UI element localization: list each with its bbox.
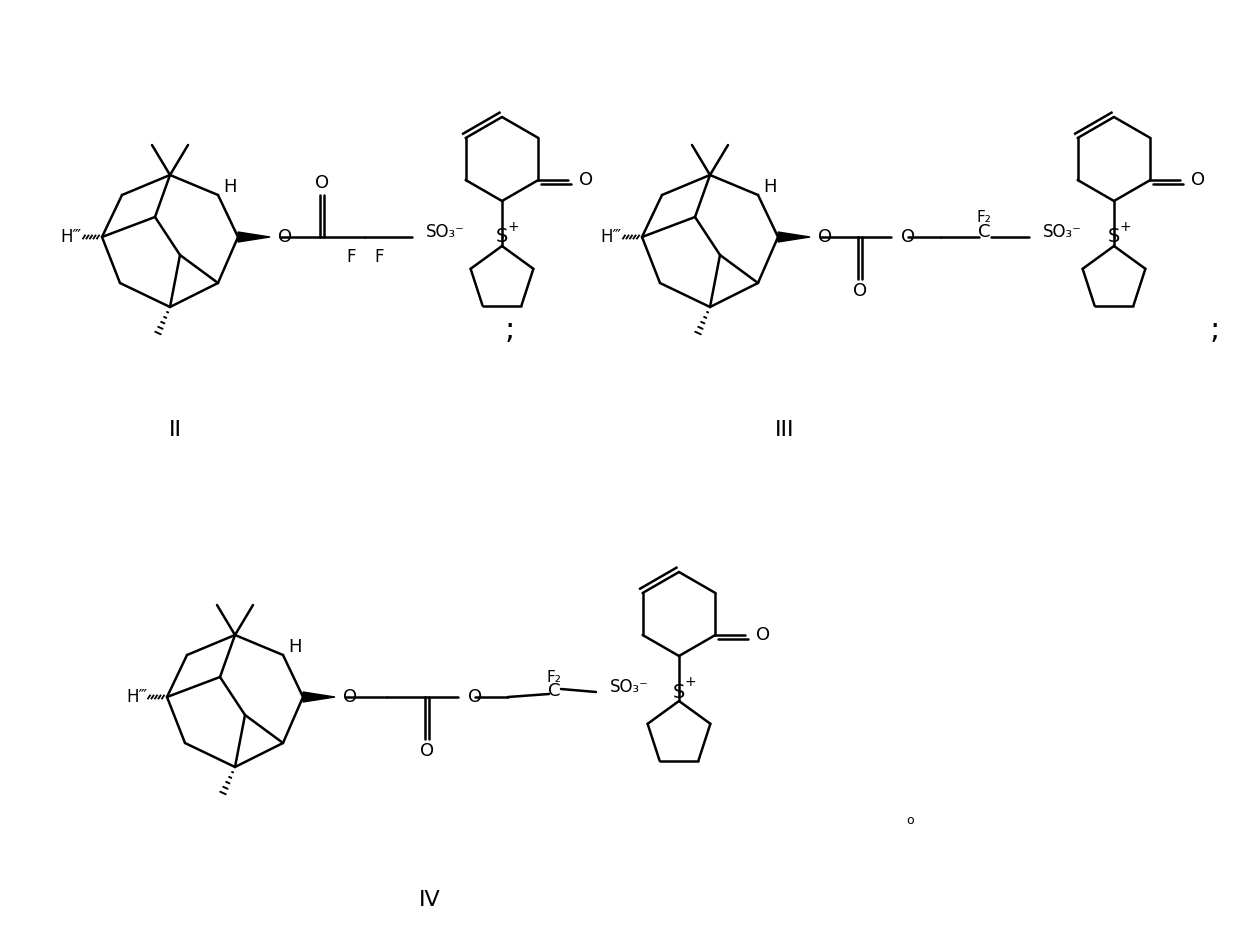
Text: O: O [278,228,293,246]
Text: H: H [288,638,301,656]
Text: H‴: H‴ [126,688,148,706]
Text: S: S [496,227,508,246]
Text: II: II [169,420,181,440]
Text: F₂: F₂ [977,209,992,224]
Text: H‴: H‴ [601,228,622,246]
Text: O: O [1192,171,1205,189]
Text: H‴: H‴ [61,228,82,246]
Text: O: O [315,174,329,192]
Text: C: C [548,682,560,700]
Text: C: C [978,223,991,241]
Text: O: O [818,228,832,246]
Text: O: O [579,171,594,189]
Text: +: + [1120,220,1131,234]
Text: S: S [673,683,686,702]
Polygon shape [303,692,335,702]
Text: ;: ; [505,316,515,344]
Text: S: S [1107,227,1120,246]
Text: +: + [684,675,696,689]
Text: SO₃⁻: SO₃⁻ [1043,223,1081,241]
Text: O: O [420,742,434,760]
Text: IV: IV [419,890,441,910]
Text: H: H [223,178,237,196]
Text: SO₃⁻: SO₃⁻ [610,678,649,696]
Text: III: III [775,420,795,440]
Text: F: F [346,248,356,266]
Text: O: O [343,688,357,706]
Text: ;: ; [1210,316,1220,344]
Text: O: O [853,282,867,300]
Text: H: H [763,178,776,196]
Polygon shape [777,232,810,242]
Text: F₂: F₂ [547,670,562,685]
Text: o: o [906,814,914,826]
Text: +: + [507,220,518,234]
Text: O: O [901,228,915,246]
Polygon shape [238,232,270,242]
Text: SO₃⁻: SO₃⁻ [425,223,465,241]
Text: F: F [374,248,383,266]
Text: O: O [756,626,770,644]
Text: O: O [467,688,482,706]
